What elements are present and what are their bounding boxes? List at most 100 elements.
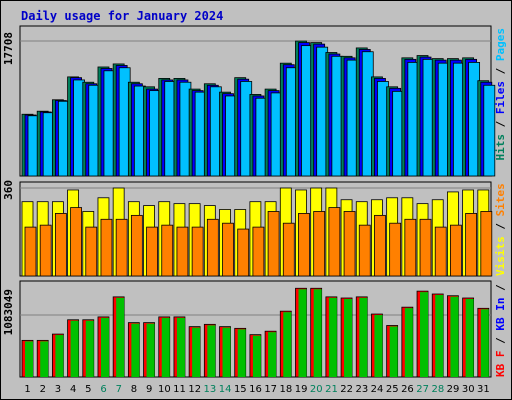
day-label-26: 26: [401, 384, 414, 395]
bar-visits-sites-6: [100, 218, 113, 277]
day-label-28: 28: [431, 384, 444, 395]
day-label-21: 21: [325, 384, 338, 395]
day-label-30: 30: [462, 384, 475, 395]
day-label-9: 9: [146, 384, 152, 395]
bar-visits-sites-10: [161, 224, 174, 277]
day-label-22: 22: [340, 384, 353, 395]
bar-kbytes-fill-27: [420, 292, 429, 377]
bar-visits-sites-24: [374, 214, 386, 277]
bar-kbytes-fill-4: [70, 320, 79, 377]
bar-visits-sites-25: [389, 222, 402, 277]
bar-kbytes-fill-13: [207, 325, 216, 377]
bar-visits-sites-30: [465, 213, 478, 277]
legend-item-pages: Pages: [495, 28, 507, 62]
bar-visits-sites-5: [85, 226, 98, 277]
day-label-1: 1: [24, 384, 30, 395]
legend-separator: /: [495, 61, 507, 81]
day-label-8: 8: [131, 384, 137, 395]
bar-kbytes-fill-17: [268, 332, 277, 377]
legend-hits: Hits / Files / Pages: [495, 28, 507, 161]
day-label-11: 11: [173, 384, 186, 395]
legend-visits: Visits / Sites: [495, 184, 507, 276]
bar-kbytes-fill-11: [176, 317, 185, 377]
bar-kbytes-fill-1: [25, 341, 33, 377]
day-label-20: 20: [310, 384, 323, 395]
bar-visits-sites-23: [358, 224, 371, 277]
bar-visits-sites-26: [404, 218, 417, 277]
bar-visits-sites-16: [252, 226, 265, 277]
bar-visits-sites-8: [130, 214, 143, 277]
bar-kbytes-fill-6: [100, 317, 109, 377]
bar-visits-sites-18: [282, 222, 295, 277]
bar-visits-sites-11: [176, 226, 189, 277]
bar-kbytes-fill-21: [328, 297, 337, 377]
bar-visits-sites-19: [298, 213, 310, 277]
legend-separator: /: [495, 283, 507, 298]
bar-visits-sites-4: [70, 207, 82, 277]
bar-kbytes-fill-24: [374, 315, 383, 377]
legend-kbytes: KB F / KB In / KB Out: [495, 283, 507, 377]
day-label-27: 27: [416, 384, 429, 395]
day-label-15: 15: [234, 384, 247, 395]
bar-visits-sites-21: [328, 207, 341, 277]
day-label-29: 29: [447, 384, 460, 395]
scale-label-hits: 17708: [2, 32, 15, 66]
legend-item-files: Files: [495, 81, 507, 115]
legend-separator: /: [495, 216, 507, 237]
bar-kbytes-fill-8: [131, 323, 140, 377]
day-label-23: 23: [355, 384, 368, 395]
day-label-7: 7: [116, 384, 122, 395]
day-label-17: 17: [264, 384, 277, 395]
day-label-10: 10: [158, 384, 171, 395]
bar-kbytes-fill-25: [389, 326, 398, 377]
bar-kbytes-fill-3: [55, 335, 64, 377]
legend-item-visits: Visits: [495, 236, 507, 276]
bar-visits-sites-28: [434, 226, 447, 277]
bar-kbytes-fill-7: [116, 297, 125, 377]
day-label-4: 4: [70, 384, 76, 395]
legend-item-hits: Hits: [495, 134, 507, 161]
day-label-18: 18: [280, 384, 293, 395]
chart-title: Daily usage for January 2024: [21, 9, 224, 23]
day-label-24: 24: [371, 384, 384, 395]
scale-label-visits: 360: [2, 180, 15, 200]
day-label-14: 14: [219, 384, 232, 395]
day-label-31: 31: [477, 384, 490, 395]
day-label-3: 3: [55, 384, 61, 395]
bar-kbytes-fill-5: [85, 320, 94, 377]
bar-kbytes-fill-30: [465, 299, 474, 377]
bar-visits-sites-14: [222, 222, 234, 277]
day-label-25: 25: [386, 384, 399, 395]
scale-label-kbytes: 1083049: [2, 289, 15, 336]
day-label-2: 2: [40, 384, 46, 395]
bar-kbytes-fill-18: [283, 312, 292, 377]
bar-visits-sites-31: [480, 211, 493, 277]
day-label-12: 12: [188, 384, 201, 395]
bar-kbytes-fill-22: [344, 299, 353, 377]
bar-kbytes-fill-9: [146, 323, 155, 377]
bar-kbytes-fill-26: [404, 308, 413, 377]
day-label-16: 16: [249, 384, 262, 395]
bar-visits-sites-17: [267, 211, 280, 277]
legend-item-kb-f: KB F: [495, 350, 507, 378]
bar-visits-sites-22: [343, 211, 356, 277]
bar-kbytes-fill-28: [435, 294, 444, 377]
day-label-5: 5: [85, 384, 91, 395]
legend-separator: /: [495, 330, 507, 351]
bar-kbytes-fill-23: [359, 297, 368, 377]
day-label-6: 6: [100, 384, 106, 395]
bar-kbytes-fill-2: [40, 341, 49, 377]
bar-visits-sites-3: [54, 213, 67, 277]
bar-visits-sites-15: [237, 228, 250, 277]
bar-kbytes-fill-12: [192, 327, 201, 377]
bar-visits-sites-29: [450, 224, 462, 277]
legend-item-kb-in: KB In: [495, 297, 507, 331]
bar-visits-sites-20: [313, 211, 326, 277]
bar-visits-sites-7: [115, 218, 128, 277]
day-label-13: 13: [204, 384, 217, 395]
bar-kbytes-fill-15: [237, 329, 246, 377]
bar-visits-sites-13: [206, 218, 219, 277]
bar-hits-pages-31: [483, 84, 496, 177]
day-label-19: 19: [295, 384, 308, 395]
